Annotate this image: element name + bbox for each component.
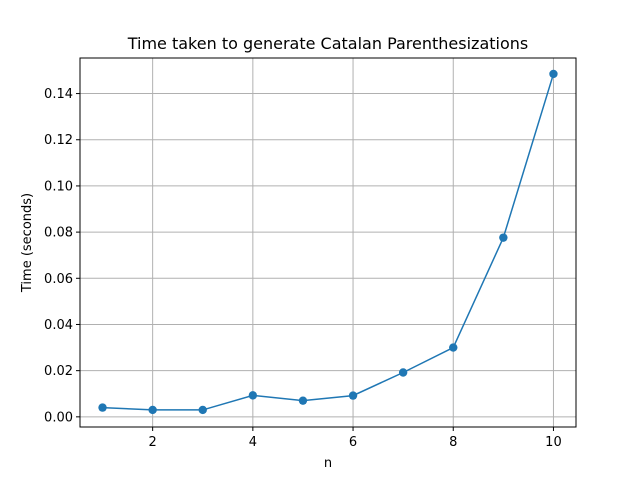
y-tick-label: 0.10: [44, 179, 73, 194]
grid-lines: [80, 58, 576, 427]
y-tick-label: 0.06: [44, 272, 73, 287]
data-point: [398, 368, 408, 377]
x-tick-label: 2: [149, 435, 157, 450]
data-point: [148, 405, 157, 415]
y-tick-label: 0.00: [44, 410, 73, 425]
data-point: [198, 405, 207, 415]
data-point: [348, 391, 358, 400]
data-point: [549, 69, 558, 79]
x-tick-label: 6: [349, 435, 357, 450]
data-point: [98, 403, 107, 412]
y-tick-label: 0.12: [44, 133, 73, 148]
y-axis-label: Time (seconds): [20, 193, 35, 293]
y-tick-label: 0.08: [44, 226, 73, 241]
y-tick-label: 0.14: [44, 87, 73, 102]
y-tick-label: 0.04: [44, 318, 73, 333]
data-point: [449, 343, 458, 352]
plot-frame: [79, 57, 577, 428]
series-layer: [98, 69, 558, 415]
x-tick-label: 10: [545, 435, 562, 450]
data-point: [298, 396, 308, 405]
chart-title: Time taken to generate Catalan Parenthes…: [127, 34, 529, 53]
series-line: [102, 73, 555, 411]
x-tick-label: 8: [449, 435, 457, 450]
x-axis-label: n: [324, 456, 332, 471]
axis-ticks: 2 4 6 8 10 0.00 0.02 0.04 0.06 0.08 0.10 0.12 0.14: [44, 87, 562, 450]
y-tick-label: 0.02: [44, 364, 73, 379]
data-point: [499, 233, 508, 242]
data-point: [248, 391, 258, 400]
x-tick-label: 4: [249, 435, 257, 450]
